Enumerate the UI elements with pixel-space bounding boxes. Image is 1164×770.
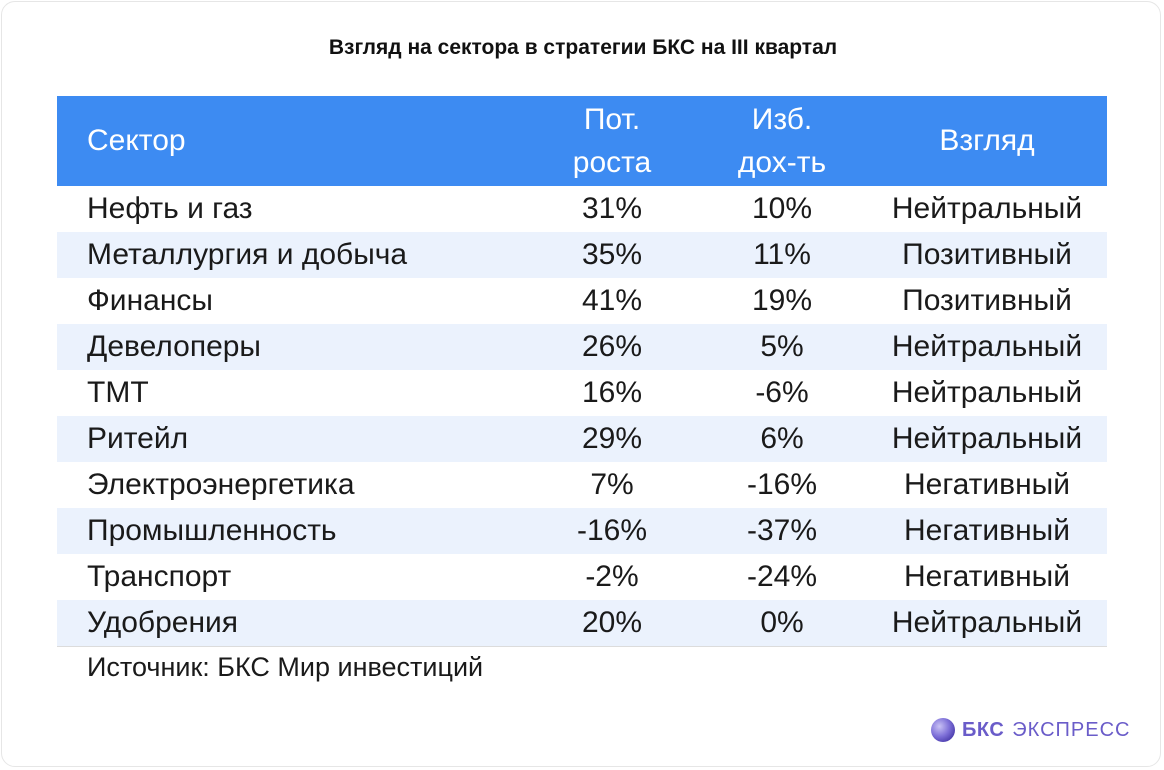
table-row: Девелоперы 26% 5% Нейтральный [57, 324, 1107, 370]
cell-growth: 26% [581, 330, 643, 363]
header-excess-yield: Изб. дох-ть [697, 96, 867, 186]
cell-excess-yield: -37% [746, 514, 818, 547]
cell-view: Нейтральный [891, 192, 1083, 225]
brand-logo-text: ЭКСПРЕСС [1012, 718, 1131, 741]
header-excess-yield-line2: дох-ть [737, 146, 827, 179]
brand-logo: БКС ЭКСПРЕСС [930, 716, 1130, 744]
cell-excess-yield: 6% [760, 422, 804, 455]
cell-sector: Финансы [87, 284, 213, 317]
cell-view: Негативный [904, 468, 1070, 501]
cell-view: Негативный [904, 514, 1070, 547]
cell-sector: Ритейл [87, 422, 189, 455]
header-view: Взгляд [872, 96, 1102, 186]
table-body: Нефть и газ 31% 10% Нейтральный Металлургия … [57, 186, 1107, 646]
header-growth-label: Пот. роста [573, 98, 651, 185]
cell-sector: Удобрения [87, 606, 239, 639]
header-growth: Пот. роста [527, 96, 697, 186]
cell-growth: 41% [581, 284, 643, 317]
table-row: Электроэнергетика 7% -16% Негативный [57, 462, 1107, 508]
header-excess-yield-line1: Изб. [751, 102, 813, 136]
cell-sector: Транспорт [87, 560, 232, 593]
header-growth-line2: роста [572, 146, 652, 179]
table-row: Ритейл 29% 6% Нейтральный [57, 416, 1107, 462]
chart-title: Взгляд на сектора в стратегии БКС на III… [328, 36, 838, 59]
cell-excess-yield: -24% [746, 560, 818, 593]
cell-view: Нейтральный [891, 422, 1083, 455]
table-bottom-border [57, 646, 1107, 647]
cell-excess-yield: 10% [751, 192, 813, 225]
source-note: Источник: БКС Мир инвестиций [87, 652, 484, 682]
table-row: Транспорт -2% -24% Негативный [57, 554, 1107, 600]
cell-growth: 29% [581, 422, 643, 455]
cell-excess-yield: 11% [753, 238, 811, 271]
header-sector-label: Сектор [87, 124, 186, 158]
cell-excess-yield: -6% [755, 376, 809, 409]
header-growth-line1: Пот. [583, 102, 641, 136]
cell-view: Нейтральный [891, 330, 1083, 363]
table-row: Промышленность -16% -37% Негативный [57, 508, 1107, 554]
header-view-label: Взгляд [939, 124, 1035, 158]
cell-sector: Металлургия и добыча [87, 238, 408, 271]
cell-sector: ТМТ [87, 376, 149, 409]
cell-view: Нейтральный [891, 376, 1083, 409]
cell-growth: 20% [581, 606, 643, 639]
header-sector: Сектор [87, 96, 186, 186]
table-row: ТМТ 16% -6% Нейтральный [57, 370, 1107, 416]
cell-excess-yield: 5% [760, 330, 804, 363]
cell-excess-yield: -16% [746, 468, 818, 501]
bks-sphere-icon [931, 718, 955, 742]
cell-excess-yield: 0% [760, 606, 804, 639]
table-row: Удобрения 20% 0% Нейтральный [57, 600, 1107, 646]
table-header: Сектор Пот. роста Изб. дох-ть Взгляд [57, 96, 1107, 186]
cell-growth: 31% [581, 192, 643, 225]
cell-sector: Промышленность [87, 514, 337, 547]
cell-growth: 7% [590, 468, 634, 501]
cell-view: Негативный [904, 560, 1070, 593]
cell-sector: Девелоперы [87, 330, 261, 363]
cell-view: Позитивный [902, 238, 1072, 271]
cell-sector: Нефть и газ [87, 192, 253, 225]
table-row: Металлургия и добыча 35% 11% Позитивный [57, 232, 1107, 278]
cell-growth: -2% [585, 560, 639, 593]
cell-growth: -16% [576, 514, 648, 547]
cell-view: Нейтральный [891, 606, 1083, 639]
cell-growth: 16% [581, 376, 643, 409]
header-excess-yield-label: Изб. дох-ть [738, 98, 826, 185]
cell-view: Позитивный [902, 284, 1072, 317]
table-row: Нефть и газ 31% 10% Нейтральный [57, 186, 1107, 232]
cell-growth: 35% [581, 238, 643, 271]
brand-logo-bold: БКС [962, 718, 1005, 741]
table-row: Финансы 41% 19% Позитивный [57, 278, 1107, 324]
cell-sector: Электроэнергетика [87, 468, 355, 501]
cell-excess-yield: 19% [751, 284, 813, 317]
